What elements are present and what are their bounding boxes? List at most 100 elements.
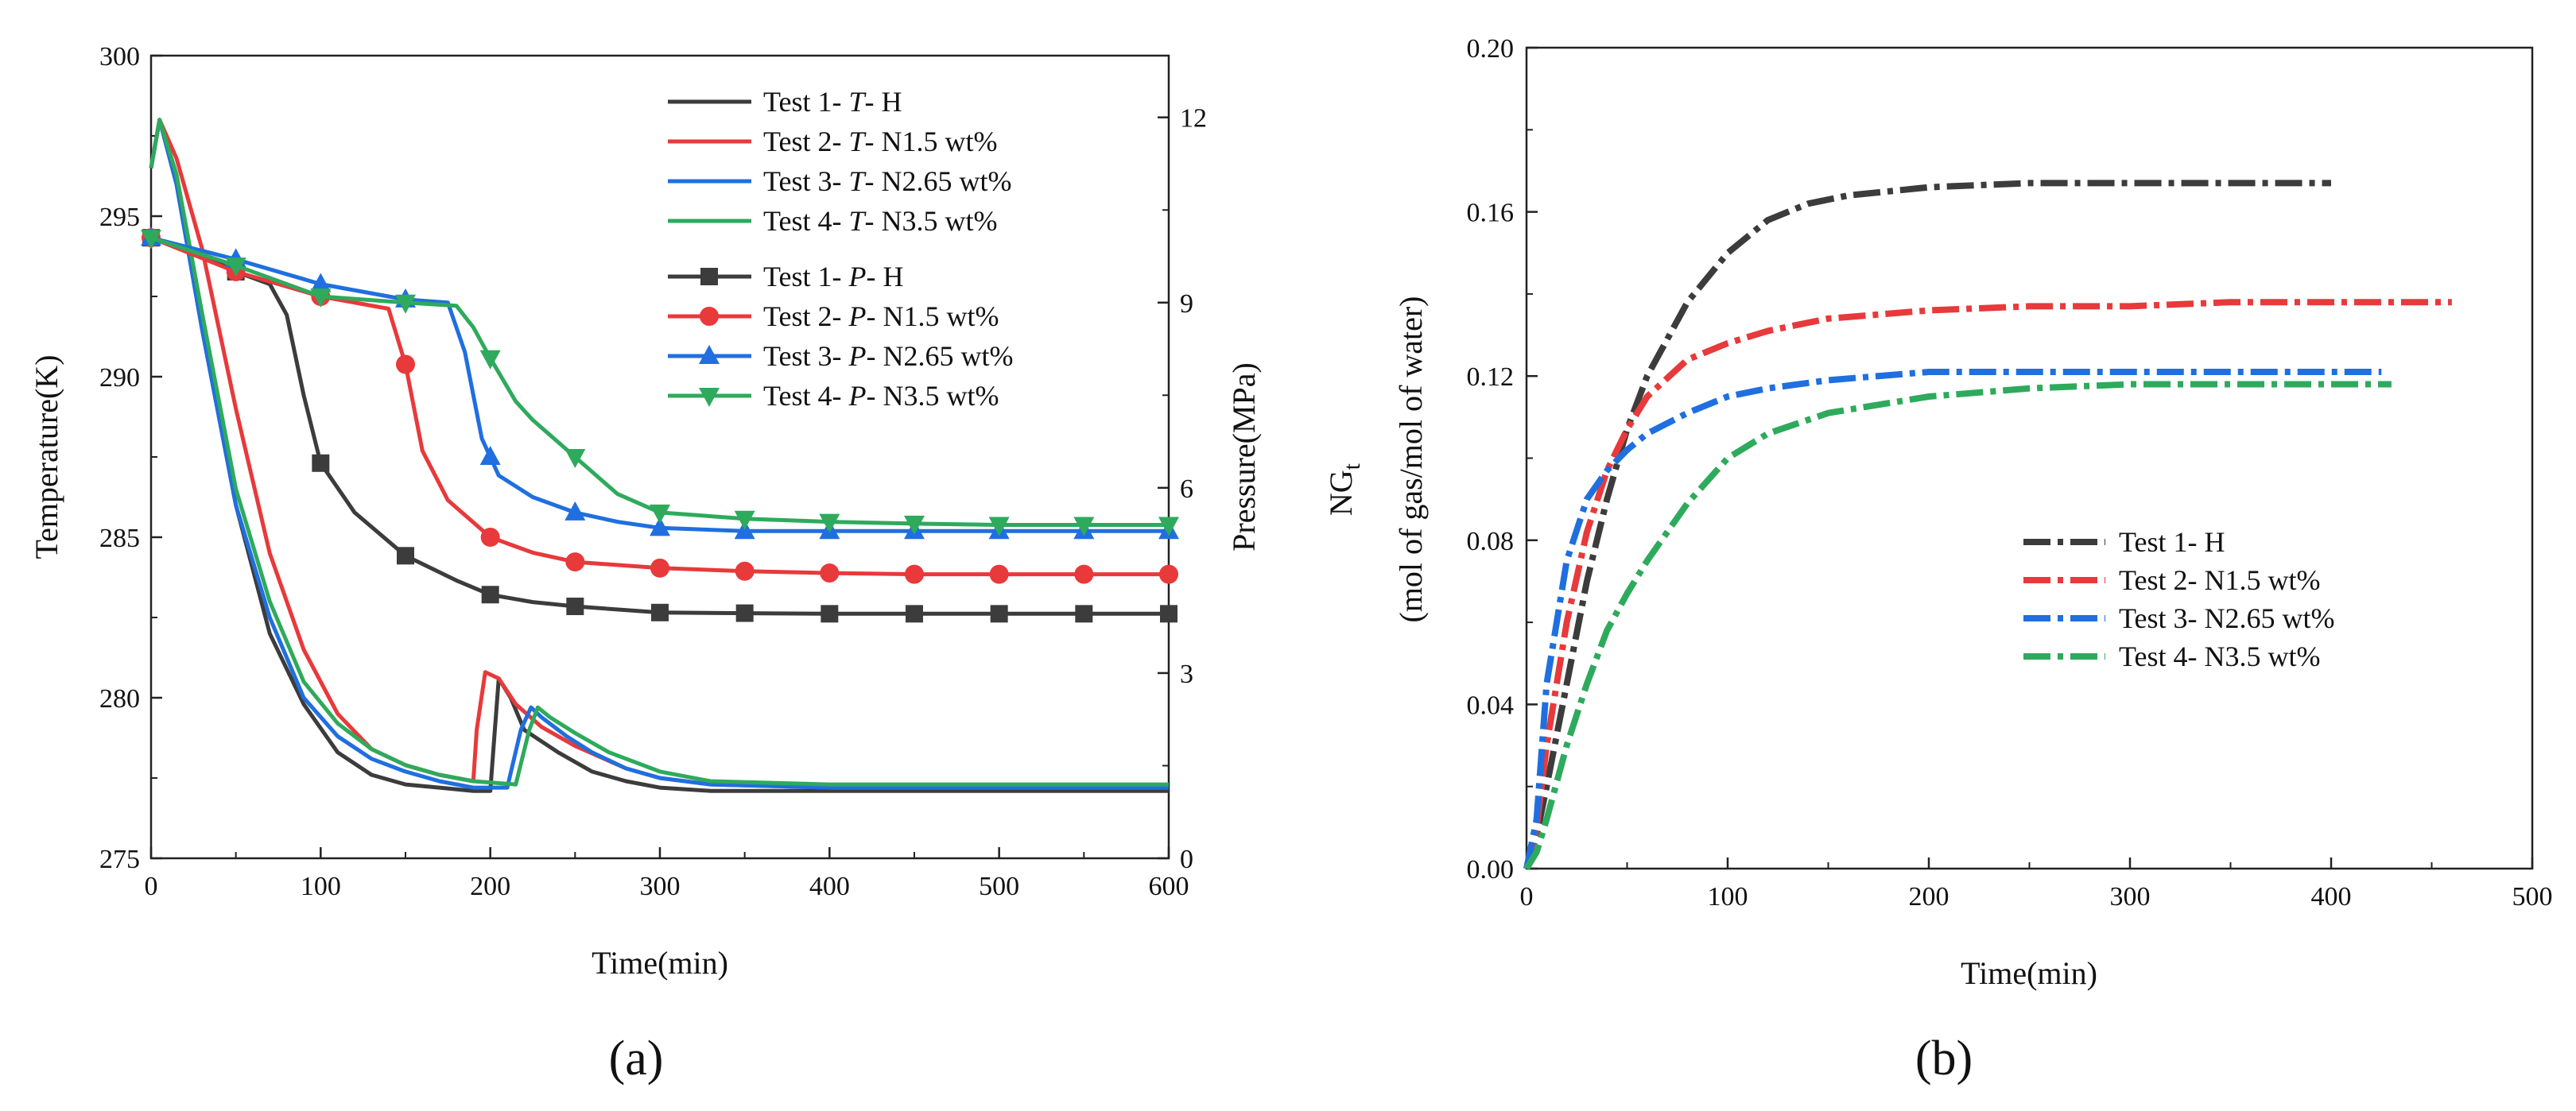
- panel-a-ytick-left-label: 295: [99, 203, 140, 232]
- panel-a-xtick-label: 500: [979, 872, 1019, 901]
- legend-pressure-test1-label: Test 1- P- H: [763, 261, 903, 292]
- legend-pressure-test3-marker: [699, 345, 720, 364]
- pressure-marker-test2: [1074, 564, 1094, 584]
- pressure-line-test4: [150, 235, 1169, 527]
- pressure-marker-test4: [819, 513, 840, 533]
- panel-b-ylabel-second: (mol of gas/mol of water): [1393, 296, 1429, 623]
- panel-b-ytick-label: 0.00: [1467, 855, 1515, 885]
- legend-pressure-test2: Test 2- P- N1.5 wt%: [668, 300, 999, 332]
- legend-pressure-test4-marker: [699, 388, 720, 407]
- panel-a-xtick-label: 600: [1149, 872, 1189, 901]
- pressure-marker-test4: [141, 230, 161, 250]
- panel-a-ytick-right-label: 3: [1180, 660, 1193, 689]
- pressure-marker-test4: [904, 515, 925, 535]
- panel-b-xtick-label: 500: [2512, 882, 2553, 912]
- pressure-marker-test2: [905, 564, 924, 584]
- panel-a-xtick-label: 0: [145, 872, 158, 901]
- pressure-marker-test1: [990, 605, 1008, 623]
- pressure-marker-test2: [735, 561, 755, 581]
- panel-a-xtick-label: 100: [301, 872, 341, 901]
- pressure-marker-test4: [988, 517, 1010, 536]
- temperature-line-test2: [149, 118, 1169, 790]
- pressure-marker-test3: [650, 517, 670, 536]
- panel-b-label: (b): [1915, 1032, 1973, 1086]
- pressure-marker-test1: [1075, 605, 1093, 623]
- pressure-marker-test2: [565, 552, 585, 572]
- panel-b-ytick-label: 0.20: [1467, 34, 1515, 64]
- temperature-line-test4: [149, 118, 1169, 787]
- ngt-line-test2: [1523, 299, 2452, 869]
- legend-pressure-test2-label: Test 2- P- N1.5 wt%: [763, 300, 999, 332]
- panel-a-ytick-right-label: 12: [1180, 104, 1207, 134]
- pressure-marker-test4: [734, 510, 755, 530]
- ngt-line-test3: [1523, 369, 2382, 869]
- legend-ngt-test1-label: Test 1- H: [2119, 526, 2225, 558]
- pressure-marker-test4: [479, 350, 501, 370]
- pressure-marker-test2: [989, 564, 1009, 584]
- pressure-marker-test2: [650, 558, 669, 578]
- temperature-line-test1: [149, 118, 1169, 793]
- pressure-marker-test2: [480, 528, 500, 547]
- panel-a-ytick-left-label: 285: [99, 524, 140, 553]
- pressure-marker-test4: [310, 288, 332, 308]
- pressure-marker-test1: [906, 605, 923, 623]
- panel-b-xtick-label: 100: [1708, 882, 1748, 912]
- panel-b-ylabel: NGt: [1323, 463, 1365, 516]
- panel-a-plot-frame: [149, 54, 1170, 860]
- pressure-marker-test1: [651, 603, 669, 621]
- panel-a-xlabel: Time(min): [592, 945, 728, 981]
- legend-pressure-test4-label: Test 4- P- N3.5 wt%: [763, 380, 999, 412]
- legend-ngt-test2-label: Test 2- N1.5 wt%: [2119, 564, 2320, 596]
- pressure-marker-test2: [1159, 564, 1178, 584]
- pressure-marker-test1: [821, 605, 839, 623]
- legend-temperature-test2: Test 2- T- N1.5 wt%: [668, 126, 997, 157]
- pressure-marker-test4: [1158, 517, 1179, 536]
- pressure-marker-test4: [1073, 517, 1095, 536]
- legend-ngt-test4: Test 4- N3.5 wt%: [2023, 641, 2320, 672]
- panel-a-ylabel-right: Pressure(MPa): [1226, 362, 1262, 552]
- panel-a-xtick-label: 400: [809, 872, 850, 901]
- legend-temperature-test2-label: Test 2- T- N1.5 wt%: [763, 126, 997, 157]
- ngt-line-test1: [1523, 180, 2331, 870]
- legend-temperature-test4-label: Test 4- T- N3.5 wt%: [763, 205, 997, 237]
- temperature-line-test3: [149, 118, 1169, 790]
- panel-a-ytick-right-label: 9: [1180, 289, 1193, 319]
- pressure-line-test1: [150, 235, 1169, 616]
- pressure-marker-test1: [735, 604, 754, 622]
- legend-ngt-test4-label: Test 4- N3.5 wt%: [2119, 641, 2320, 672]
- panel-a-xtick-label: 200: [470, 872, 510, 901]
- panel-b-ytick-label: 0.04: [1467, 691, 1515, 720]
- pressure-marker-test1: [312, 454, 330, 472]
- pressure-marker-test2: [396, 354, 415, 374]
- panel-a-ytick-left-label: 275: [99, 845, 140, 874]
- panel-b-xtick-label: 300: [2110, 882, 2151, 912]
- panel-b-ytick-label: 0.12: [1467, 362, 1515, 392]
- legend-ngt-test3-label: Test 3- N2.65 wt%: [2119, 602, 2334, 634]
- pressure-marker-test4: [564, 449, 586, 468]
- panel-b-xtick-label: 400: [2311, 882, 2352, 912]
- legend-ngt-test3: Test 3- N2.65 wt%: [2023, 602, 2334, 634]
- panel-a-ytick-right-label: 6: [1180, 474, 1193, 504]
- pressure-marker-test1: [1160, 605, 1177, 623]
- pressure-marker-test4: [225, 257, 246, 277]
- panel-b-ytick-label: 0.16: [1467, 199, 1515, 228]
- legend-pressure-test1-marker: [700, 268, 718, 285]
- pressure-line-test3: [150, 235, 1169, 533]
- legend-pressure-test3-label: Test 3- P- N2.65 wt%: [763, 340, 1013, 372]
- pressure-marker-test2: [820, 563, 840, 583]
- pressure-marker-test3: [479, 446, 501, 465]
- pressure-marker-test4: [650, 504, 670, 524]
- panel-a-xtick-label: 300: [640, 872, 681, 901]
- panel-b-ytick-label: 0.08: [1467, 527, 1515, 556]
- legend-temperature-test3: Test 3- T- N2.65 wt%: [668, 165, 1011, 197]
- legend-ngt-test1: Test 1- H: [2023, 526, 2225, 558]
- panel-b-xtick-label: 200: [1909, 882, 1949, 912]
- panel-a: 0 100 200 300 400 500 600 275 280 285 290 295 300 0…: [29, 42, 1262, 1086]
- panel-a-ytick-left-label: 280: [99, 684, 140, 714]
- legend-ngt-test2: Test 2- N1.5 wt%: [2023, 564, 2320, 596]
- panel-a-label: (a): [609, 1032, 664, 1086]
- legend-pressure-test4: Test 4- P- N3.5 wt%: [668, 380, 999, 412]
- legend-temperature-test3-label: Test 3- T- N2.65 wt%: [763, 165, 1011, 197]
- pressure-marker-test1: [397, 547, 414, 565]
